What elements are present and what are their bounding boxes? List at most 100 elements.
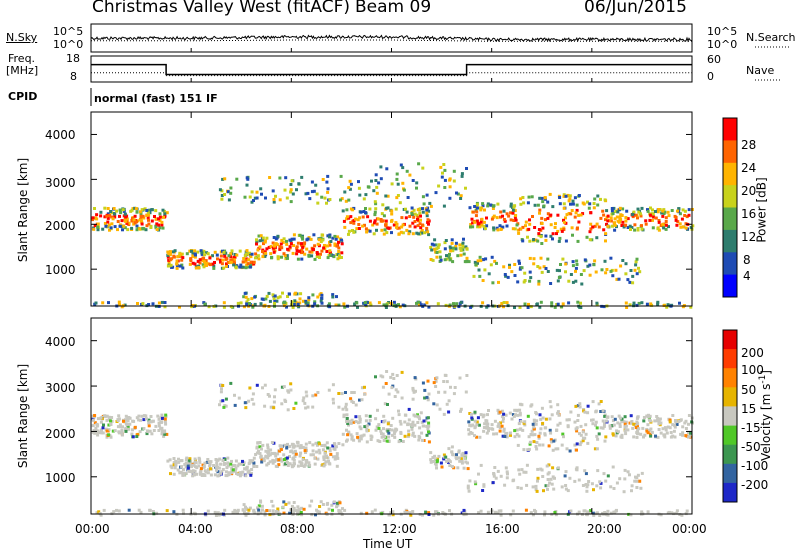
power-echo-cell — [364, 211, 367, 215]
velocity-echo-cell — [595, 434, 599, 438]
velocity-echo-cell — [287, 462, 291, 466]
velocity-echo-cell — [127, 508, 131, 512]
velocity-echo-cell — [471, 423, 475, 427]
power-echo-cell — [382, 232, 386, 236]
power-echo-cell — [489, 263, 493, 267]
power-echo-cell — [230, 249, 234, 253]
velocity-echo-cell — [363, 392, 367, 396]
velocity-echo-cell — [206, 458, 210, 461]
velocity-echo-cell — [324, 460, 328, 464]
power-echo-cell — [319, 236, 323, 240]
velocity-echo-cell — [299, 451, 303, 455]
velocity-echo-cell — [684, 427, 688, 430]
x-tick: 04:00 — [178, 522, 213, 536]
velocity-echo-cell — [162, 430, 166, 434]
power-echo-cell — [522, 201, 526, 205]
velocity-echo-cell — [432, 460, 436, 463]
power-echo-cell — [500, 302, 504, 305]
velocity-echo-cell — [215, 468, 218, 472]
power-echo-cell — [387, 226, 391, 230]
power-echo-cell — [571, 199, 575, 203]
velocity-echo-cell — [148, 508, 152, 512]
velocity-echo-cell — [303, 401, 307, 405]
power-echo-cell — [343, 305, 347, 309]
power-echo-cell — [385, 226, 389, 230]
power-echo-cell — [527, 302, 530, 306]
power-echo-cell — [271, 189, 275, 193]
velocity-echo-cell — [363, 385, 366, 389]
power-echo-cell — [592, 206, 596, 210]
power-echo-cell — [502, 209, 506, 213]
velocity-echo-cell — [308, 504, 312, 508]
velocity-echo-cell — [271, 509, 275, 513]
power-echo-cell — [512, 219, 516, 222]
power-echo-cell — [96, 222, 100, 226]
velocity-echo-cell — [307, 461, 311, 465]
velocity-echo-cell — [278, 444, 282, 448]
power-echo-cell — [167, 261, 171, 265]
power-echo-cell — [667, 214, 671, 218]
power-echo-cell — [222, 266, 226, 270]
velocity-echo-cell — [604, 479, 608, 483]
power-echo-cell — [421, 195, 425, 199]
power-echo-cell — [656, 210, 660, 214]
power-echo-cell — [415, 231, 419, 235]
velocity-echo-cell — [623, 468, 627, 472]
power-echo-cell — [246, 177, 250, 181]
velocity-echo-cell — [277, 458, 281, 462]
velocity-echo-cell — [386, 422, 390, 426]
velocity-echo-cell — [639, 486, 643, 490]
velocity-echo-cell — [344, 391, 347, 394]
velocity-echo-cell — [493, 510, 497, 514]
power-echo-cell — [648, 213, 652, 217]
power-echo-cell — [426, 220, 430, 224]
velocity-echo-cell — [331, 455, 335, 459]
velocity-echo-cell — [193, 460, 197, 464]
power-echo-cell — [345, 217, 349, 221]
velocity-echo-cell — [503, 483, 507, 487]
velocity-echo-cell — [518, 408, 522, 412]
velocity-echo-cell — [290, 449, 294, 453]
power-echo-cell — [344, 199, 348, 203]
power-echo-cell — [474, 263, 478, 267]
power-echo-cell — [416, 208, 420, 212]
power-echo-cell — [352, 221, 356, 225]
velocity-echo-cell — [494, 476, 498, 480]
power-echo-cell — [180, 258, 184, 262]
power-echo-cell — [459, 253, 463, 257]
velocity-echo-cell — [286, 464, 290, 467]
velocity-echo-cell — [116, 419, 120, 422]
velocity-echo-cell — [245, 507, 249, 511]
power-echo-cell — [139, 215, 143, 219]
velocity-echo-cell — [553, 511, 557, 514]
velocity-echo-cell — [172, 463, 176, 467]
velocity-echo-cell — [354, 403, 358, 407]
velocity-echo-cell — [590, 418, 593, 422]
velocity-echo-cell — [444, 455, 448, 459]
power-echo-cell — [168, 253, 172, 257]
power-echo-cell — [92, 227, 96, 231]
power-echo-cell — [574, 211, 578, 215]
power-echo-cell — [390, 182, 394, 186]
velocity-echo-cell — [505, 476, 509, 480]
velocity-echo-cell — [162, 434, 166, 438]
power-echo-cell — [419, 303, 423, 307]
power-echo-cell — [595, 236, 599, 240]
velocity-echo-cell — [533, 433, 537, 437]
power-colorbar-frame — [722, 117, 738, 298]
power-echo-cell — [479, 208, 483, 212]
velocity-echo-cell — [356, 421, 360, 425]
velocity-echo-cell — [250, 472, 253, 475]
power-echo-cell — [239, 301, 243, 305]
power-echo-cell — [402, 188, 406, 192]
power-echo-cell — [161, 208, 165, 212]
power-echo-cell — [516, 228, 520, 232]
power-echo-cell — [310, 190, 314, 194]
power-echo-cell — [477, 268, 481, 272]
velocity-echo-cell — [235, 472, 238, 475]
velocity-echo-cell — [407, 429, 411, 433]
velocity-echo-cell — [180, 465, 184, 469]
velocity-echo-cell — [328, 446, 332, 450]
power-echo-cell — [203, 302, 207, 306]
velocity-echo-cell — [382, 427, 385, 431]
